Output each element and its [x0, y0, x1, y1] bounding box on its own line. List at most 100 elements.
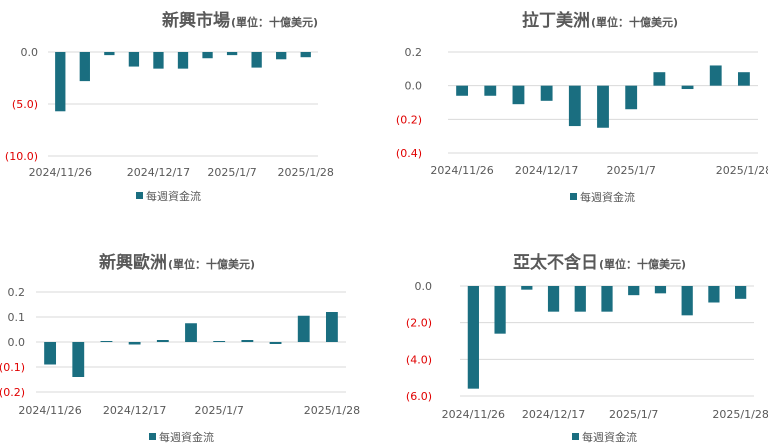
- bar: [681, 85, 694, 90]
- bar: [156, 340, 169, 342]
- chart-title: 拉丁美洲: [522, 10, 590, 31]
- x-tick-label: 2024/12/17: [103, 404, 166, 417]
- plot-area: 0.2 0.0 (0.2) (0.4) 2024/11/26 2024/12/17 2025…: [396, 46, 768, 177]
- x-tick-label: 2025/1/7: [194, 404, 243, 417]
- chart-title: 新興市場: [162, 10, 230, 31]
- chart-panel-latin-america: 拉丁美洲 (單位：十億美元) 0.2 0.0 (0.2) (0.4) 2024/11/2…: [384, 0, 768, 224]
- legend-label: 每週資金流: [582, 430, 637, 444]
- bar: [44, 342, 57, 365]
- bar: [467, 286, 479, 389]
- bar: [297, 315, 310, 342]
- chart-emerging-markets: 新興市場 (單位：十億美元) 0.0 (5.0) (10.0) 2024/11/26 2…: [5, 10, 334, 203]
- bar: [251, 52, 262, 68]
- chart-title-unit: (單位：十億美元): [231, 15, 318, 29]
- bar: [547, 286, 560, 312]
- plot-area: 0.0 (5.0) (10.0) 2024/11/26 2024/12/17 2025/1…: [5, 46, 334, 179]
- y-tick-label: (0.2): [396, 113, 422, 126]
- y-tick-label: (10.0): [5, 150, 38, 163]
- bar: [521, 286, 533, 290]
- x-tick-label: 2024/12/17: [127, 166, 190, 179]
- y-tick-label: 0.0: [8, 336, 26, 349]
- bar: [185, 323, 197, 342]
- y-tick-label: (0.2): [0, 386, 25, 399]
- bar: [574, 286, 586, 312]
- x-tick-label: 2025/1/28: [278, 166, 334, 179]
- x-tick-label: 2025/1/28: [712, 408, 768, 421]
- x-tick-label: 2025/1/7: [609, 408, 658, 421]
- y-tick-label: (5.0): [12, 98, 38, 111]
- x-tick-label: 2025/1/28: [304, 404, 360, 417]
- legend-swatch: [136, 192, 143, 199]
- bar: [484, 85, 497, 96]
- bar: [79, 52, 90, 82]
- chart-title-unit: (單位：十億美元): [168, 257, 255, 271]
- bar: [300, 52, 311, 58]
- y-tick-label: 0.0: [405, 80, 423, 93]
- bar: [213, 341, 226, 342]
- bar: [55, 52, 66, 112]
- chart-title-unit: (單位：十億美元): [599, 257, 686, 271]
- legend-swatch: [570, 193, 577, 200]
- legend: 每週資金流: [572, 430, 637, 444]
- y-tick-label: (4.0): [406, 353, 432, 366]
- bar: [269, 342, 282, 344]
- bar: [735, 286, 747, 299]
- bar: [625, 85, 638, 110]
- x-tick-label: 2025/1/7: [207, 166, 256, 179]
- bar: [628, 286, 640, 296]
- legend-swatch: [572, 433, 579, 440]
- bar: [72, 342, 85, 377]
- y-tick-label: 0.0: [415, 280, 433, 293]
- legend-label: 每週資金流: [146, 189, 201, 203]
- bar: [654, 286, 667, 294]
- bar: [153, 52, 164, 69]
- x-tick-label: 2025/1/28: [716, 164, 768, 177]
- x-tick-label: 2025/1/7: [606, 164, 655, 177]
- legend-label: 每週資金流: [159, 430, 214, 444]
- y-tick-label: 0.1: [8, 311, 26, 324]
- x-tick-label: 2024/12/17: [515, 164, 578, 177]
- legend: 每週資金流: [570, 190, 635, 204]
- y-tick-label: (2.0): [406, 317, 432, 330]
- legend: 每週資金流: [136, 189, 201, 203]
- bar: [100, 341, 113, 342]
- y-tick-label: 0.2: [8, 286, 26, 299]
- bar: [276, 52, 287, 60]
- bar: [177, 52, 189, 69]
- chart-panel-asia-pacific-ex-japan: 亞太不含日 (單位：十億美元) 0.0 (2.0) (4.0) (6.0) 2024/1…: [384, 224, 768, 448]
- plot-area: 0.2 0.1 0.0 (0.1) (0.2) 2024/11/26 2024/12/17 2…: [0, 286, 360, 417]
- bar: [325, 312, 338, 342]
- bar: [512, 85, 525, 105]
- y-tick-label: 0.0: [21, 46, 39, 59]
- legend: 每週資金流: [149, 430, 214, 444]
- chart-panel-emerging-markets: 新興市場 (單位：十億美元) 0.0 (5.0) (10.0) 2024/11/26 2…: [0, 0, 384, 224]
- y-tick-label: (0.4): [396, 147, 422, 160]
- x-tick-label: 2024/11/26: [442, 408, 505, 421]
- bar: [494, 286, 506, 334]
- bar: [653, 72, 666, 86]
- bar: [456, 85, 469, 96]
- bar: [737, 72, 750, 86]
- x-tick-label: 2024/11/26: [29, 166, 92, 179]
- chart-asia-pacific-ex-japan: 亞太不含日 (單位：十億美元) 0.0 (2.0) (4.0) (6.0) 2024/1…: [406, 252, 768, 444]
- chart-panel-emerging-europe: 新興歐洲 (單位：十億美元) 0.2 0.1 0.0 (0.1) (0.2) 2024/1…: [0, 224, 384, 448]
- bar: [708, 286, 720, 303]
- bar: [709, 65, 722, 86]
- bar: [681, 286, 693, 316]
- chart-latin-america: 拉丁美洲 (單位：十億美元) 0.2 0.0 (0.2) (0.4) 2024/11/2…: [396, 10, 768, 204]
- x-tick-label: 2024/11/26: [430, 164, 493, 177]
- chart-title: 亞太不含日: [513, 252, 598, 273]
- bar: [128, 342, 141, 345]
- x-tick-label: 2024/11/26: [18, 404, 81, 417]
- y-tick-label: 0.2: [405, 46, 423, 59]
- bar: [568, 85, 581, 127]
- plot-area: 0.0 (2.0) (4.0) (6.0) 2024/11/26 2024/12/17 20…: [406, 280, 768, 421]
- chart-title-unit: (單位：十億美元): [591, 15, 678, 29]
- bar: [241, 340, 254, 342]
- bar: [540, 85, 553, 101]
- x-tick-label: 2024/12/17: [522, 408, 585, 421]
- bar: [601, 286, 613, 312]
- legend-swatch: [149, 433, 156, 440]
- y-tick-label: (0.1): [0, 361, 25, 374]
- y-tick-label: (6.0): [406, 390, 432, 403]
